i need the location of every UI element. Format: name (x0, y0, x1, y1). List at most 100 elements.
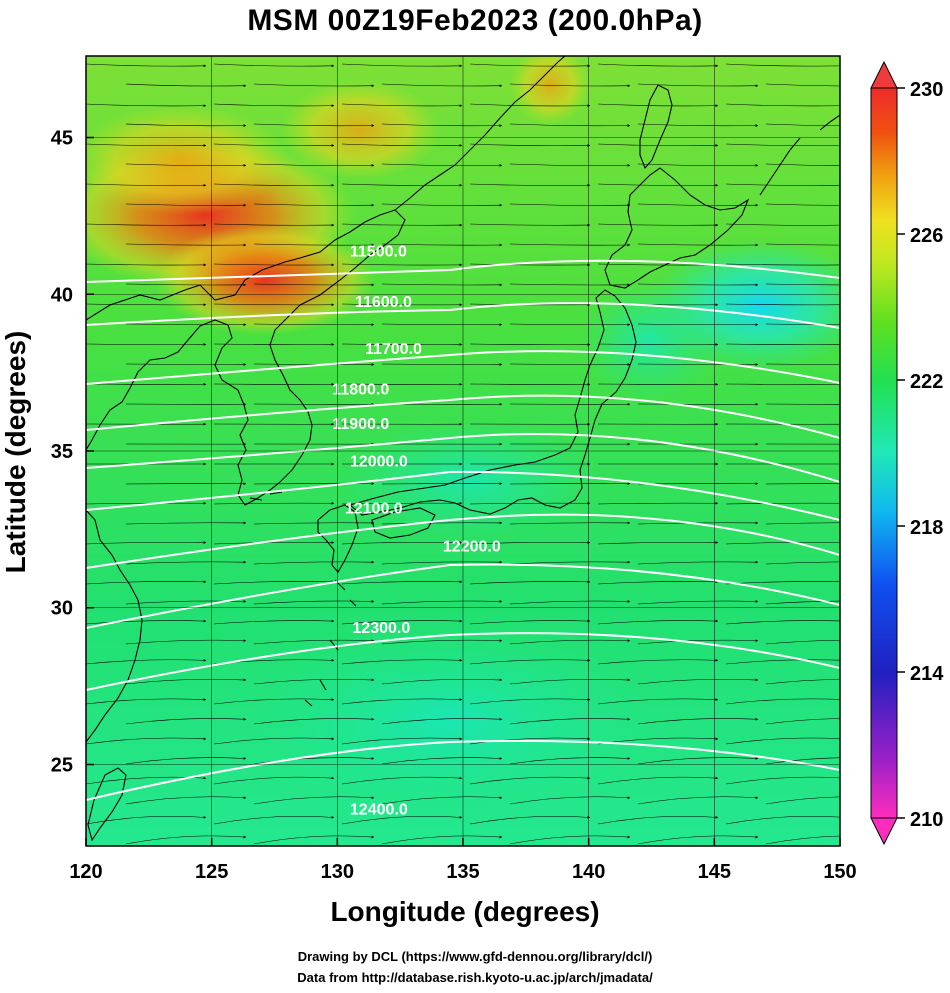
colorbar-tick-label: 218 (910, 517, 943, 539)
arrow-icon (509, 717, 631, 725)
arrow-icon (125, 243, 247, 247)
arrow-icon (637, 600, 759, 605)
arrow-icon (509, 521, 631, 525)
colorbar-gradient (870, 87, 898, 819)
arrow-icon (253, 243, 375, 247)
arrow-icon (253, 283, 375, 287)
arrow-icon (381, 243, 503, 247)
arrow-icon (253, 521, 375, 525)
arrow-icon (341, 303, 463, 307)
arrow-icon (725, 659, 840, 665)
y-tick-label: 40 (51, 284, 73, 306)
arrow-icon (469, 343, 591, 346)
x-tick-label: 150 (823, 861, 856, 883)
arrow-icon (381, 521, 503, 525)
arrow-icon (509, 757, 631, 765)
arrow-icon (725, 303, 840, 306)
arrow-icon (597, 619, 719, 625)
arrow-icon (381, 123, 503, 127)
arrow-icon (213, 223, 335, 227)
arrow-icon (125, 83, 247, 88)
arrow-icon (637, 678, 759, 685)
arrow-icon (213, 698, 335, 705)
arrow-icon (637, 835, 759, 845)
arrow-icon (213, 815, 335, 825)
arrow-icon (725, 816, 840, 825)
arrow-icon (86, 143, 207, 147)
x-tick-label: 120 (69, 861, 102, 883)
arrow-icon (213, 63, 335, 68)
arrow-icon (125, 757, 247, 765)
arrow-icon (469, 580, 591, 585)
arrow-icon (341, 776, 463, 785)
colorbar-tick-label: 222 (910, 371, 943, 393)
arrow-icon (469, 183, 591, 187)
arrow-icon (597, 223, 719, 227)
arrow-icon (725, 63, 840, 67)
arrow-icon (341, 815, 463, 825)
arrow-icon (469, 619, 591, 625)
arrow-icon (469, 658, 591, 665)
arrow-icon (381, 600, 503, 605)
x-tick-label: 140 (572, 861, 605, 883)
coastline-icon (86, 56, 840, 842)
arrow-icon (125, 203, 247, 207)
arrow-icon (86, 698, 207, 705)
arrow-icon (725, 698, 840, 705)
colorbar-tick-label: 210 (910, 809, 943, 831)
arrow-icon (509, 678, 631, 685)
arrow-icon (381, 83, 503, 88)
arrow-icon (765, 363, 840, 365)
arrow-icon (637, 639, 759, 645)
contour-label: 11800.0 (332, 382, 389, 399)
arrow-icon (597, 815, 719, 825)
x-tick-label: 130 (321, 861, 354, 883)
arrow-icon (253, 163, 375, 167)
arrow-icon (86, 223, 207, 227)
arrow-icon (86, 103, 207, 108)
arrow-icon (253, 639, 375, 645)
arrow-icon (381, 163, 503, 167)
arrow-icon (509, 283, 631, 287)
arrow-icon (253, 323, 375, 327)
colorbar-max-triangle (870, 60, 898, 89)
arrow-icon (597, 658, 719, 665)
arrow-icon (765, 243, 840, 246)
arrow-icon (253, 717, 375, 725)
x-tick-label: 125 (195, 861, 228, 883)
arrow-icon (213, 541, 335, 545)
y-tick-label: 35 (51, 441, 73, 463)
y-tick-label: 25 (51, 754, 73, 776)
arrow-icon (253, 600, 375, 605)
arrow-icon (381, 757, 503, 765)
arrow-icon (341, 658, 463, 665)
arrow-icon (509, 835, 631, 845)
arrow-icon (125, 323, 247, 327)
arrow-icon (509, 796, 631, 805)
arrow-icon (637, 757, 759, 765)
arrow-icon (381, 717, 503, 725)
contour-label: 12100.0 (345, 501, 403, 518)
arrow-icon (597, 501, 719, 505)
arrow-icon (509, 163, 631, 167)
arrow-icon (637, 243, 759, 247)
arrow-icon (637, 323, 759, 327)
y-tick-label: 45 (51, 128, 73, 150)
arrow-icon (725, 223, 840, 226)
arrow-icon (597, 343, 719, 346)
arrow-icon (509, 123, 631, 127)
arrow-icon (469, 501, 591, 505)
arrow-icon (725, 143, 840, 146)
arrow-icon (213, 183, 335, 187)
arrow-icon (381, 639, 503, 645)
arrow-icon (125, 796, 247, 805)
arrow-icon (341, 737, 463, 745)
arrow-icon (213, 619, 335, 625)
contour-labels: 11500.0 11600.0 11700.0 11800.0 11900.0 12000… (332, 244, 501, 819)
arrow-icon (86, 501, 207, 505)
arrow-icon (86, 815, 207, 825)
arrow-icon (253, 83, 375, 88)
arrow-icon (381, 835, 503, 845)
arrow-icon (341, 698, 463, 705)
arrow-icon (509, 560, 631, 565)
